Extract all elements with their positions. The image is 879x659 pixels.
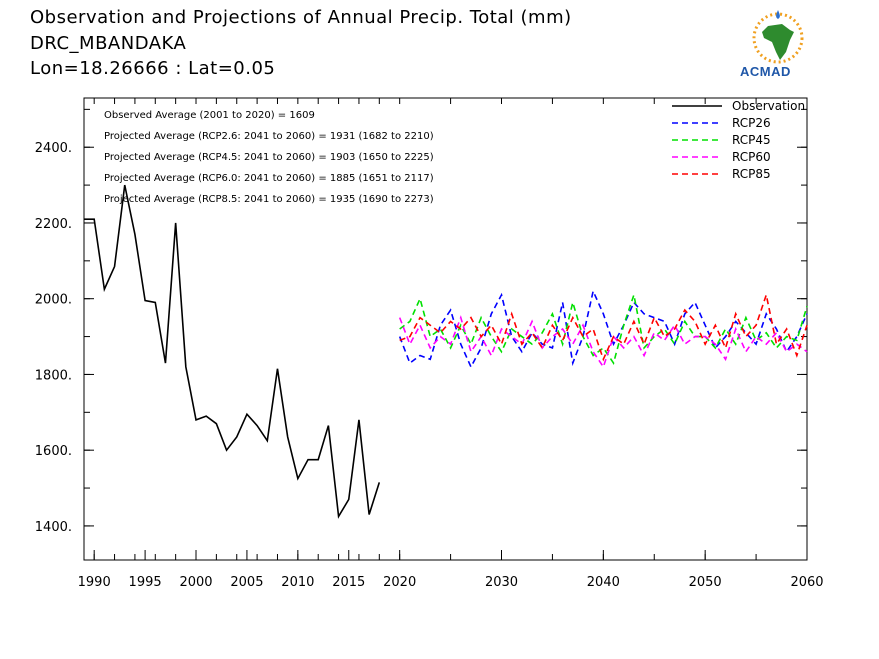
- y-tick-label: 2400.: [35, 141, 72, 156]
- y-tick-label: 1400.: [35, 520, 72, 535]
- y-tick-label: 1600.: [35, 444, 72, 459]
- x-tick-label: 2050: [689, 575, 722, 590]
- coordinates-label: Lon=18.26666 : Lat=0.05: [30, 58, 276, 79]
- series-line-rcp60: [398, 315, 808, 369]
- y-tick-label: 1800.: [35, 368, 72, 383]
- stats-annotation: Projected Average (RCP6.0: 2041 to 2060)…: [104, 173, 434, 184]
- x-tick-label: 1990: [78, 575, 111, 590]
- x-tick-label: 2040: [587, 575, 620, 590]
- stats-annotation: Projected Average (RCP8.5: 2041 to 2060)…: [104, 194, 434, 205]
- legend-label: RCP85: [732, 167, 771, 181]
- station-name: DRC_MBANDAKA: [30, 33, 187, 54]
- x-tick-label: 2000: [179, 575, 212, 590]
- legend-label: RCP60: [732, 150, 771, 164]
- legend-label: RCP45: [732, 133, 771, 147]
- y-tick-label: 2200.: [35, 217, 72, 232]
- x-tick-label: 2060: [790, 575, 823, 590]
- legend-label: Observation: [732, 99, 805, 113]
- stats-annotation: Observed Average (2001 to 2020) = 1609: [104, 110, 315, 121]
- acmad-logo-icon: [752, 10, 804, 64]
- stats-annotation: Projected Average (RCP4.5: 2041 to 2060)…: [104, 152, 434, 163]
- series-line-observation: [84, 184, 381, 519]
- x-tick-label: 2020: [383, 575, 416, 590]
- x-tick-label: 2005: [230, 575, 263, 590]
- series-line-rcp85: [399, 291, 808, 362]
- series-line-rcp26: [398, 288, 808, 369]
- x-tick-label: 1995: [129, 575, 162, 590]
- logo-text: ACMAD: [740, 64, 791, 79]
- y-tick-label: 2000.: [35, 293, 72, 308]
- x-tick-label: 2010: [281, 575, 314, 590]
- chart-title: Observation and Projections of Annual Pr…: [30, 7, 572, 28]
- stats-annotation: Projected Average (RCP2.6: 2041 to 2060)…: [104, 131, 434, 142]
- x-tick-label: 2030: [485, 575, 518, 590]
- x-tick-label: 2015: [332, 575, 365, 590]
- plot-frame: [83, 97, 808, 561]
- legend-label: RCP26: [732, 116, 771, 130]
